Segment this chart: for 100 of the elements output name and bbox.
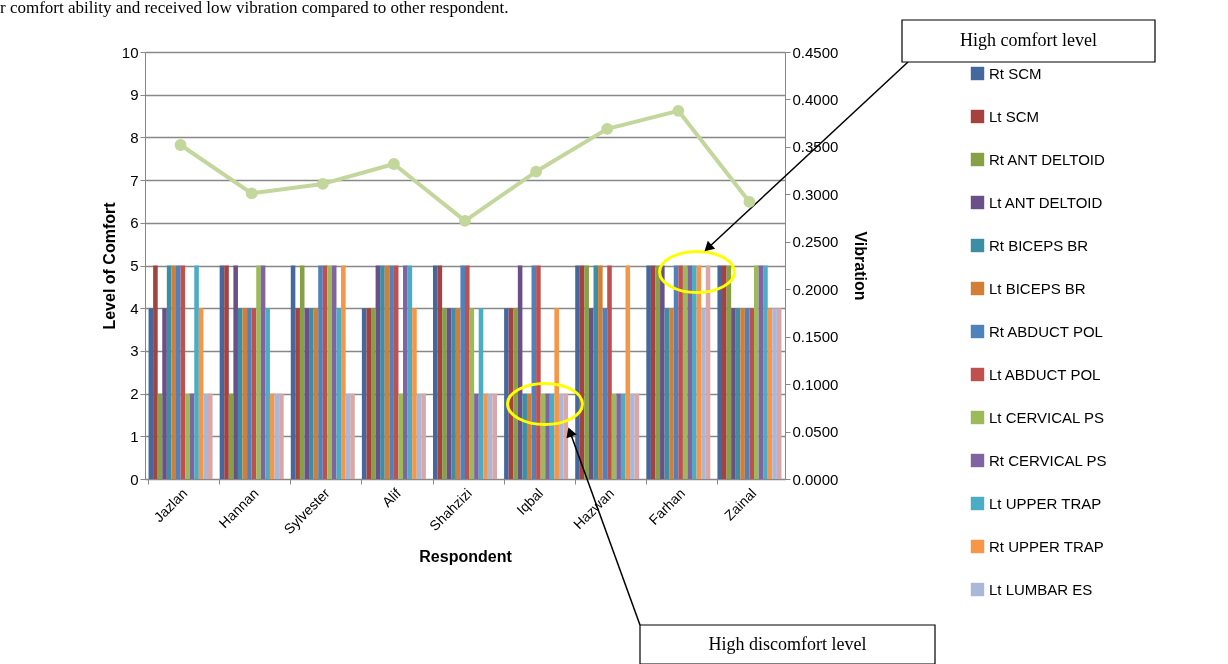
bar (701, 308, 706, 479)
bar (646, 265, 651, 479)
point (459, 215, 471, 227)
bar (687, 265, 693, 479)
bar (660, 265, 665, 479)
bar (678, 265, 683, 479)
y-tick-label: 1 (130, 427, 139, 445)
y-tick-label: 7 (130, 171, 139, 189)
legend-label: Rt ABDUCT POL (989, 322, 1103, 340)
bar (474, 393, 479, 479)
bar (504, 308, 509, 479)
bar (575, 265, 580, 479)
y2-tick-label: 0.4500 (792, 43, 839, 61)
bar (412, 308, 417, 479)
y2-tick-label: 0.1000 (792, 375, 839, 393)
bar (207, 393, 213, 479)
point (530, 165, 543, 178)
bar (772, 308, 777, 479)
y-tick-label: 9 (130, 86, 139, 104)
bar (722, 265, 727, 479)
y-tick-label: 4 (130, 299, 139, 317)
bar (185, 393, 190, 479)
legend-label: Lt UPPER TRAP (989, 494, 1102, 512)
legend-label: Lt ABDUCT POL (989, 365, 1101, 383)
bar (366, 308, 372, 479)
y-tick-label: 0 (130, 470, 139, 488)
bar (692, 265, 697, 479)
bar (607, 265, 612, 479)
bar (513, 308, 518, 479)
bar (545, 393, 550, 479)
legend-label: Lt BICEPS BR (989, 279, 1086, 297)
bar (460, 265, 465, 479)
bar (749, 308, 755, 479)
legend-label: Lt SCM (989, 107, 1040, 125)
y-tick-label: 3 (130, 342, 139, 360)
bar (620, 393, 626, 479)
y-tick-label: 10 (121, 43, 139, 61)
legend-label: Rt ANT DELTOID (989, 150, 1106, 168)
legend-label: Rt UPPER TRAP (989, 537, 1104, 555)
bar (655, 265, 661, 479)
legend-label: Lt LUMBAR ES (989, 580, 1093, 598)
point (174, 139, 187, 151)
y2-tick-label: 0.2500 (792, 233, 839, 251)
bar (327, 265, 332, 479)
y-tick-label: 2 (130, 385, 139, 403)
bar (588, 308, 594, 479)
bar (483, 393, 488, 479)
text: High discomfort level (708, 633, 867, 654)
bar (731, 308, 736, 479)
bar (237, 308, 243, 479)
bar (717, 265, 723, 479)
bar (203, 393, 208, 479)
bar (536, 265, 541, 479)
bar (279, 393, 284, 479)
bar (371, 308, 376, 479)
y2-tick-label: 0.4000 (792, 90, 839, 108)
bar (265, 308, 270, 479)
bar (389, 265, 394, 479)
y-tick-label: 5 (130, 257, 139, 274)
point (316, 177, 329, 190)
legend-label: Rt BICEPS BR (989, 236, 1089, 254)
point (601, 122, 614, 135)
x-axis-title: Respondent (419, 548, 513, 566)
bar (740, 308, 745, 479)
bar (598, 265, 603, 479)
bar (269, 393, 275, 479)
bar (630, 393, 635, 479)
bar (162, 308, 167, 479)
bar (380, 265, 385, 479)
legend-label: Rt CERVICAL PS (989, 451, 1107, 469)
bar (442, 308, 447, 479)
bar (175, 265, 181, 479)
x-tick-label: Alif (378, 485, 404, 511)
point (245, 187, 258, 200)
legend-label: Lt CERVICAL PS (989, 408, 1105, 426)
bar (318, 265, 323, 479)
bar (433, 265, 438, 479)
text: High comfort level (960, 30, 1097, 50)
y-tick-label: 8 (130, 128, 139, 146)
legend-label: Rt SCM (989, 64, 1042, 82)
bar (295, 308, 300, 479)
bar (526, 393, 532, 479)
point (387, 158, 400, 170)
y-tick-label: 6 (130, 214, 139, 232)
bar (194, 265, 199, 479)
bar (403, 265, 408, 479)
y2-tick-label: 0.1500 (792, 328, 839, 346)
bar (492, 393, 497, 479)
y2-axis-title: Vibration (852, 231, 870, 301)
y-axis-title: Level of Comfort (100, 201, 118, 330)
bar (754, 265, 759, 479)
bar (350, 393, 355, 479)
text: r comfort ability and received low vibration compared to other respondent. (0, 0, 509, 17)
bar (669, 308, 674, 479)
bar (763, 265, 768, 479)
bar (233, 265, 238, 479)
bar (398, 393, 404, 479)
bar (522, 393, 527, 479)
bar (558, 393, 564, 479)
bar (224, 265, 229, 479)
